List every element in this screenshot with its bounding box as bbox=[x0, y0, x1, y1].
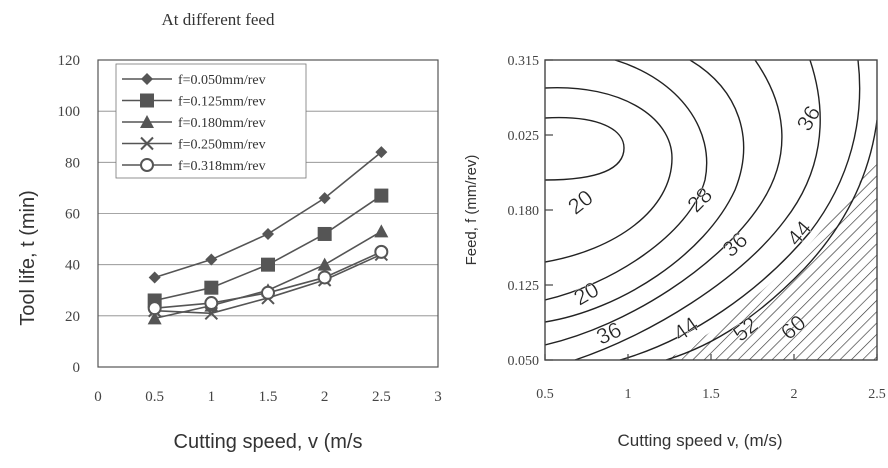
data-point bbox=[317, 270, 332, 285]
contour-line bbox=[545, 116, 625, 181]
series-circle bbox=[147, 244, 389, 316]
contour-line bbox=[545, 60, 783, 346]
left-series-group bbox=[147, 146, 389, 325]
data-point bbox=[261, 257, 275, 272]
y-tick-label: 40 bbox=[65, 258, 80, 274]
contour-line bbox=[665, 119, 877, 360]
tool-life-line-chart: At different feed 0 20 40 60 80 100 120 0 0.5 1 1… bbox=[17, 10, 442, 453]
data-point bbox=[262, 227, 274, 240]
data-point bbox=[374, 224, 389, 238]
y-tick-label: 0.025 bbox=[508, 129, 540, 144]
contour-label: 20 bbox=[563, 185, 598, 220]
feed-contour-plot: 20 28 36 20 28 36 44 36 44 52 60 0.0500.… bbox=[463, 54, 886, 450]
data-point bbox=[140, 158, 154, 172]
legend-item: f=0.180mm/rev bbox=[122, 115, 266, 131]
data-point bbox=[374, 188, 389, 203]
left-legend: f=0.050mm/rev f=0.125mm/rev f=0.180mm/rev f… bbox=[122, 73, 266, 174]
data-point bbox=[375, 146, 388, 159]
data-point bbox=[261, 285, 275, 300]
x-tick-label: 0 bbox=[94, 389, 102, 405]
data-point bbox=[374, 244, 389, 259]
y-tick-label: 60 bbox=[65, 207, 80, 223]
contour-line bbox=[545, 87, 673, 263]
y-tick-label: 120 bbox=[58, 53, 81, 69]
legend-label: f=0.050mm/rev bbox=[178, 73, 266, 88]
data-point bbox=[318, 192, 331, 205]
x-tick-label: 1.5 bbox=[702, 387, 720, 402]
y-tick-label: 80 bbox=[65, 155, 80, 171]
x-tick-label: 1.5 bbox=[259, 389, 278, 405]
legend-label: f=0.125mm/rev bbox=[178, 95, 266, 110]
data-point bbox=[317, 226, 332, 241]
data-point bbox=[204, 296, 219, 311]
y-tick-label: 0.315 bbox=[508, 54, 540, 69]
legend-item: f=0.125mm/rev bbox=[122, 93, 266, 110]
x-tick-label: 1 bbox=[625, 387, 632, 402]
left-x-tick-labels: 0 0.5 1 1.5 2 2.5 3 bbox=[94, 389, 442, 405]
x-tick-label: 0.5 bbox=[145, 389, 164, 405]
data-point bbox=[140, 136, 154, 151]
data-point bbox=[141, 73, 153, 85]
right-x-axis-label: Cutting speed v, (m/s) bbox=[617, 431, 782, 450]
series-diamond bbox=[148, 146, 388, 284]
data-point bbox=[317, 257, 332, 271]
left-plot-frame bbox=[97, 59, 439, 368]
x-tick-label: 2.5 bbox=[372, 389, 391, 405]
data-point bbox=[148, 271, 161, 284]
legend-label: f=0.180mm/rev bbox=[178, 116, 266, 131]
right-y-axis-label: Feed, f (mm/rev) bbox=[463, 155, 480, 266]
legend-item: f=0.050mm/rev bbox=[122, 73, 266, 88]
data-point bbox=[204, 306, 219, 320]
x-tick-label: 2 bbox=[321, 389, 329, 405]
legend-item: f=0.318mm/rev bbox=[122, 158, 266, 174]
data-point bbox=[140, 93, 154, 108]
left-y-axis-label: Tool life, t (min) bbox=[17, 190, 39, 326]
y-tick-label: 20 bbox=[65, 309, 80, 325]
legend-item: f=0.250mm/rev bbox=[122, 136, 266, 153]
data-point bbox=[147, 301, 162, 316]
contour-lines bbox=[545, 60, 877, 360]
hatched-region bbox=[666, 155, 877, 360]
y-tick-label: 0.180 bbox=[508, 204, 540, 219]
contour-line bbox=[619, 60, 861, 360]
legend-label: f=0.250mm/rev bbox=[178, 138, 266, 153]
legend-label: f=0.318mm/rev bbox=[178, 159, 266, 174]
y-tick-label: 0 bbox=[73, 360, 81, 376]
contour-line bbox=[574, 60, 821, 360]
x-tick-label: 2.5 bbox=[868, 387, 886, 402]
y-tick-label: 0.125 bbox=[508, 279, 540, 294]
x-tick-label: 3 bbox=[434, 389, 442, 405]
data-point bbox=[147, 311, 162, 325]
left-y-tick-labels: 0 20 40 60 80 100 120 bbox=[58, 53, 81, 376]
y-tick-label: 100 bbox=[58, 104, 81, 120]
contour-label: 28 bbox=[682, 182, 717, 217]
right-x-tick-labels: 0.5 1 1.5 2 2.5 bbox=[536, 354, 886, 402]
contour-line bbox=[545, 60, 708, 301]
right-y-tick-labels: 0.050 0.125 0.180 0.025 0.315 bbox=[508, 54, 553, 369]
left-x-axis-label: Cutting speed, v (m/s bbox=[174, 431, 363, 453]
data-point bbox=[140, 115, 154, 128]
data-point bbox=[204, 280, 219, 295]
left-chart-title: At different feed bbox=[162, 10, 275, 29]
data-point bbox=[205, 253, 218, 266]
x-tick-label: 0.5 bbox=[536, 387, 554, 402]
y-tick-label: 0.050 bbox=[508, 354, 540, 369]
x-tick-label: 2 bbox=[791, 387, 798, 402]
x-tick-label: 1 bbox=[208, 389, 216, 405]
contour-line bbox=[545, 60, 745, 323]
contour-label: 36 bbox=[718, 227, 753, 262]
contour-label: 36 bbox=[592, 317, 625, 350]
contour-fill-area bbox=[545, 60, 877, 360]
